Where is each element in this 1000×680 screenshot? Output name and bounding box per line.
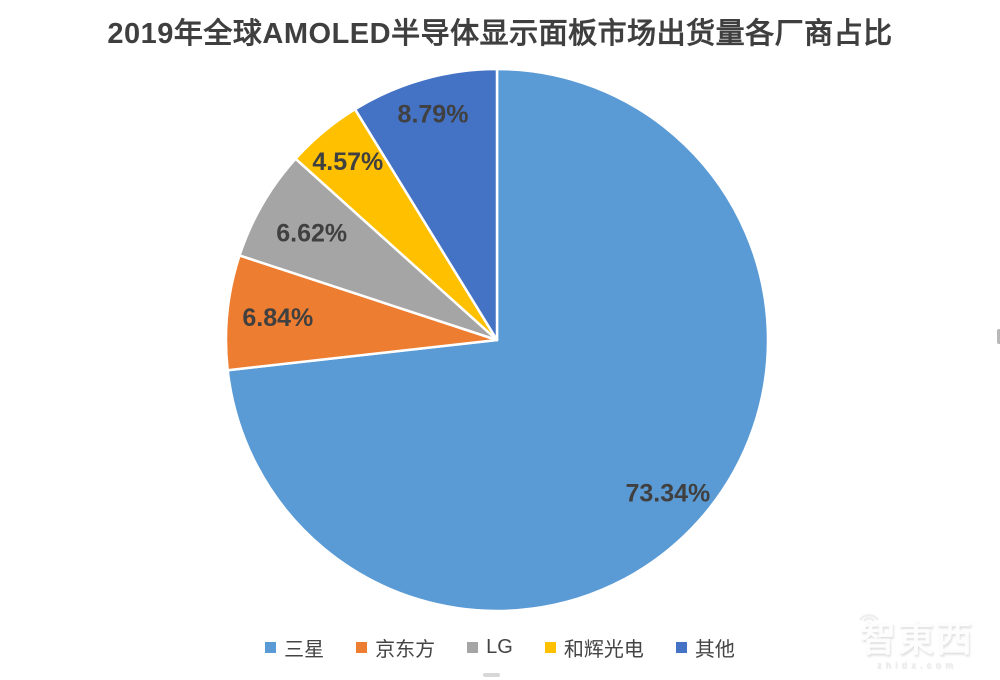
legend-label: 和辉光电 <box>563 639 644 661</box>
legend-item-2: LG <box>467 636 513 659</box>
chart-title: 2019年全球AMOLED半导体显示面板市场出货量各厂商占比 <box>107 18 893 50</box>
chart-legend: 三星 京东方 LG 和辉光电 其他 <box>0 633 1000 662</box>
pie-slice-4 <box>353 67 499 342</box>
legend-label: 其他 <box>694 639 735 661</box>
pie-data-label-0: 73.34% <box>626 480 711 508</box>
legend-item-3: 和辉光电 <box>544 633 644 662</box>
legend-label: LG <box>486 636 513 658</box>
legend-swatch-icon <box>675 642 687 653</box>
pie-slice-1 <box>224 254 499 372</box>
legend-swatch-icon <box>265 642 277 653</box>
pie-data-label-1: 6.84% <box>242 304 313 332</box>
pie-slice-2 <box>238 157 499 342</box>
legend-item-1: 京东方 <box>356 633 435 662</box>
screen-edge-artifact <box>997 329 1000 344</box>
pie-data-label-3: 4.57% <box>312 148 383 176</box>
pie-data-label-2: 6.62% <box>276 219 347 247</box>
legend-label: 京东方 <box>375 639 436 661</box>
legend-swatch-icon <box>544 642 556 653</box>
legend-item-0: 三星 <box>265 633 324 662</box>
legend-label: 三星 <box>284 639 325 661</box>
legend-swatch-icon <box>467 642 479 653</box>
pie-data-label-4: 8.79% <box>398 100 469 128</box>
legend-underline-dash <box>483 673 500 677</box>
legend-item-4: 其他 <box>675 633 735 662</box>
legend-swatch-icon <box>356 642 368 653</box>
